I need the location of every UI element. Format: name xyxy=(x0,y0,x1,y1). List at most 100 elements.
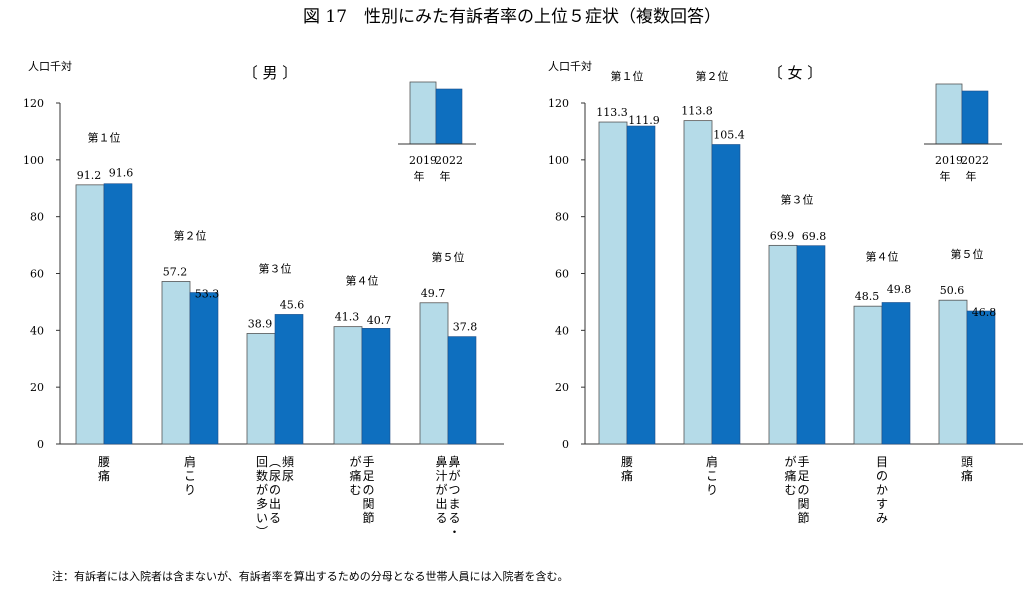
x-category-char: が xyxy=(448,468,460,483)
x-category-label: 腰痛 xyxy=(621,455,633,483)
y-tick-label: 40 xyxy=(555,324,569,337)
x-category-char: い xyxy=(256,511,268,525)
x-category-char: み xyxy=(876,511,888,525)
y-axis-unit-label: 人口千対 xyxy=(548,59,592,73)
y-axis-unit-label: 人口千対 xyxy=(28,59,72,73)
data-label-2019: 113.8 xyxy=(681,105,713,118)
rank-label: 第４位 xyxy=(346,274,379,288)
y-tick-label: 60 xyxy=(30,268,44,281)
bar-2022 xyxy=(447,336,477,445)
x-category-char: 痛 xyxy=(784,468,796,483)
bar-2019 xyxy=(246,333,276,445)
y-tick-label: 80 xyxy=(555,211,569,224)
panel-subtitle: 〔 男 〕 xyxy=(243,64,298,82)
bar-2019 xyxy=(598,121,628,445)
legend-year: 2019 xyxy=(409,154,437,167)
y-tick-label: 60 xyxy=(555,268,569,281)
data-label-2022: 45.6 xyxy=(280,298,305,311)
x-category-char: 関 xyxy=(362,497,374,511)
rank-label: 第２位 xyxy=(174,228,207,242)
x-category-char: 腰 xyxy=(98,455,110,469)
x-category-char: り xyxy=(184,483,196,497)
data-label-2019: 57.2 xyxy=(163,265,188,278)
bar-2019 xyxy=(333,326,363,445)
rank-label: 第４位 xyxy=(866,249,899,263)
data-label-2019: 41.3 xyxy=(335,311,360,324)
legend-swatch-2022 xyxy=(435,88,463,145)
legend-year-suffix: 年 xyxy=(966,169,977,183)
x-category-char: む xyxy=(349,483,361,497)
y-tick-label: 120 xyxy=(23,97,44,110)
bar-2019 xyxy=(853,305,883,445)
y-tick-label: 100 xyxy=(548,154,569,167)
data-label-2019: 91.2 xyxy=(77,169,102,182)
x-category-char: 痛 xyxy=(98,468,110,483)
x-category-char: 汁 xyxy=(435,469,447,483)
y-tick-label: 120 xyxy=(548,97,569,110)
bar-2022 xyxy=(881,302,911,445)
data-label-2019: 38.9 xyxy=(248,317,273,330)
legend-year-suffix: 年 xyxy=(440,169,451,183)
bar-2022 xyxy=(966,310,996,445)
legend-year-suffix: 年 xyxy=(414,169,425,183)
panel-subtitle: 〔 女 〕 xyxy=(768,64,823,82)
legend-year-suffix: 年 xyxy=(940,169,951,183)
rank-label: 第３位 xyxy=(259,261,292,275)
x-category-char: が xyxy=(784,454,796,469)
x-category-char: す xyxy=(876,497,888,511)
x-category-char: 節 xyxy=(797,510,809,525)
bar-2019 xyxy=(161,281,191,445)
x-category-label: 腰痛 xyxy=(98,455,110,483)
x-category-char: 頭 xyxy=(961,455,973,469)
x-category-char: 数 xyxy=(256,468,268,483)
rank-label: 第２位 xyxy=(696,69,729,83)
data-label-2019: 113.3 xyxy=(596,106,628,119)
footnote: 注：有訴者には入院者は含まないが、有訴者率を算出するための分母となる世帯人員には… xyxy=(52,569,568,583)
x-category-char: 肩 xyxy=(706,454,718,469)
bar-2019 xyxy=(768,244,798,445)
data-label-2022: 69.8 xyxy=(802,230,827,243)
x-category-char: 関 xyxy=(797,497,809,511)
x-category-char: 痛 xyxy=(621,468,633,483)
x-category-char: の xyxy=(269,483,281,497)
x-category-char: 多 xyxy=(256,497,268,511)
bar-2019 xyxy=(75,184,105,445)
x-category-char: 目 xyxy=(876,455,888,469)
bar-2019 xyxy=(938,299,968,445)
bar-2022 xyxy=(274,314,304,445)
x-category-char: 腰 xyxy=(621,455,633,469)
bar-2019 xyxy=(683,120,713,445)
x-category-char: 足 xyxy=(797,469,809,483)
x-category-char: ︶ xyxy=(256,525,268,539)
data-label-2022: 111.9 xyxy=(628,114,660,127)
y-tick-label: 0 xyxy=(37,438,44,451)
y-tick-label: 20 xyxy=(555,381,569,394)
data-label-2022: 40.7 xyxy=(367,314,392,327)
data-label-2019: 69.9 xyxy=(770,229,795,242)
x-category-char: つ xyxy=(448,483,460,497)
data-label-2022: 37.8 xyxy=(453,321,478,334)
bar-2022 xyxy=(626,125,656,445)
legend-year: 2022 xyxy=(961,154,989,167)
x-category-char: 頻 xyxy=(282,455,294,469)
legend-swatch-2019 xyxy=(935,83,963,145)
rank-label: 第５位 xyxy=(432,250,465,264)
y-tick-label: 20 xyxy=(30,381,44,394)
x-category-char: が xyxy=(349,454,361,469)
x-category-char: こ xyxy=(184,469,196,483)
x-category-label: 肩こり xyxy=(184,454,196,497)
x-category-char: 鼻 xyxy=(435,454,447,469)
x-category-char: 鼻 xyxy=(448,454,460,469)
bar-2022 xyxy=(189,292,219,445)
y-tick-label: 100 xyxy=(23,154,44,167)
y-tick-label: 40 xyxy=(30,324,44,337)
x-category-char: の xyxy=(797,483,809,497)
x-category-char: が xyxy=(435,482,447,497)
bar-2022 xyxy=(361,328,391,445)
